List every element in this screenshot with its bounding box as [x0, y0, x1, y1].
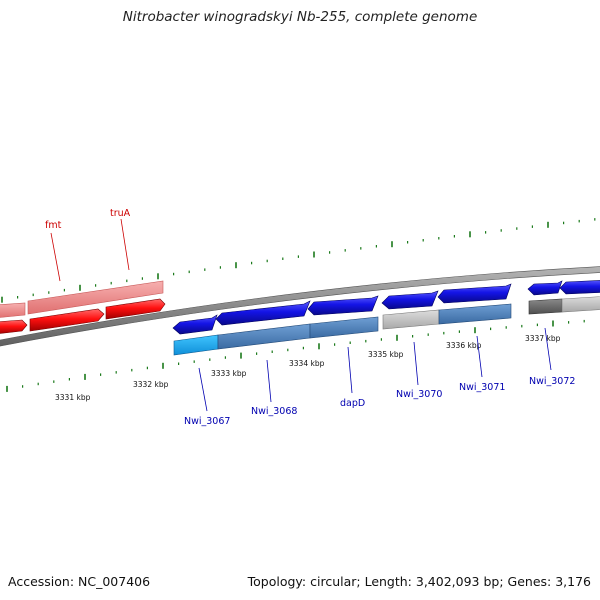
gene-labels: fmt truA Nwi_3067 Nwi_3068 dapD Nwi_3070… [45, 208, 575, 427]
gene-label-leaders [50, 218, 552, 412]
gene-label-trua[interactable]: truA [110, 208, 131, 219]
gene-label-nwi-3070[interactable]: Nwi_3070 [396, 389, 442, 400]
gene-arrow-forward[interactable] [215, 300, 311, 326]
scale-label: 3334 kbp [289, 359, 325, 368]
scale-label: 3332 kbp [133, 380, 169, 389]
gene-label-dapd[interactable]: dapD [340, 398, 365, 409]
reverse-strand-genes [0, 298, 166, 334]
gene-arrow-reverse[interactable] [0, 319, 28, 334]
gene-label-nwi-3071[interactable]: Nwi_3071 [459, 382, 505, 393]
scale-labels: 3331 kbp 3332 kbp 3333 kbp 3334 kbp 3335… [55, 334, 561, 402]
scale-label: 3335 kbp [368, 350, 404, 359]
outer-tick-marks [1, 218, 596, 303]
genome-summary-text: Topology: circular; Length: 3,402,093 bp… [247, 574, 591, 589]
gene-label-fmt[interactable]: fmt [45, 220, 62, 231]
scale-label: 3331 kbp [55, 393, 91, 402]
gene-arrow-forward[interactable] [381, 290, 439, 310]
genome-backbone [0, 266, 600, 347]
gene-arrow-forward[interactable] [527, 280, 563, 296]
gene-arrow-forward[interactable] [559, 280, 600, 295]
scale-label: 3336 kbp [446, 341, 482, 350]
gene-label-nwi-3068[interactable]: Nwi_3068 [251, 406, 297, 417]
gene-arrow-forward[interactable] [307, 295, 379, 316]
gene-arrow-forward[interactable] [172, 314, 218, 335]
scale-label: 3337 kbp [525, 334, 561, 343]
reverse-strand-band [0, 280, 164, 318]
gene-arrow-reverse[interactable] [105, 298, 166, 320]
forward-strand-genes [172, 280, 600, 335]
inner-tick-marks [6, 319, 585, 392]
accession-text: Accession: NC_007406 [8, 574, 151, 589]
scale-label: 3333 kbp [211, 369, 247, 378]
gene-label-nwi-3072[interactable]: Nwi_3072 [529, 376, 575, 387]
gene-arrow-forward[interactable] [437, 283, 512, 304]
gene-label-nwi-3067[interactable]: Nwi_3067 [184, 416, 230, 427]
gene-arrow-reverse[interactable] [29, 308, 105, 332]
forward-strand-category-band [173, 296, 600, 356]
map-title: Nitrobacter winogradskyi Nb-255, complet… [122, 9, 478, 25]
